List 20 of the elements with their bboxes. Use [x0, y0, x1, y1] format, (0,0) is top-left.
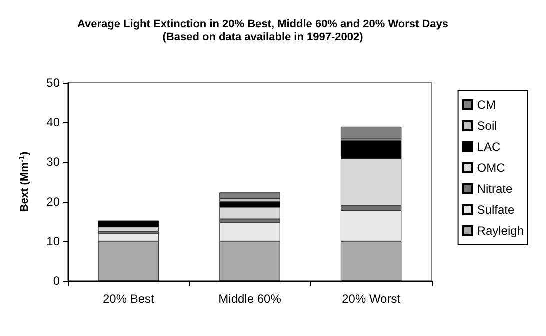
x-tick-label: Middle 60% [218, 292, 282, 306]
chart-subtitle: (Based on data available in 1997-2002) [162, 32, 364, 44]
x-tick-label: 20% Worst [342, 292, 402, 306]
legend-label: LAC [477, 140, 501, 154]
y-tick-label: 20 [46, 194, 60, 209]
legend-label: Sulfate [477, 203, 515, 217]
y-tick-label: 0 [53, 274, 60, 288]
legend-label: Rayleigh [477, 224, 524, 238]
legend-label: Nitrate [477, 182, 513, 196]
y-tick-label: 10 [46, 234, 60, 248]
y-tick-label: 50 [46, 76, 60, 90]
y-tick-label: 30 [46, 155, 60, 170]
legend-label: Soil [477, 119, 498, 133]
legend-label: OMC [477, 161, 506, 175]
chart-title: Average Light Extinction in 20% Best, Middle 60% and 20% Worst Days [77, 18, 449, 30]
y-axis-title: Bext (Mm-1) [18, 152, 31, 212]
legend-label: CM [477, 98, 496, 112]
y-tick-label: 40 [46, 116, 60, 130]
x-tick-label: 20% Best [102, 292, 156, 306]
bar [220, 192, 280, 199]
